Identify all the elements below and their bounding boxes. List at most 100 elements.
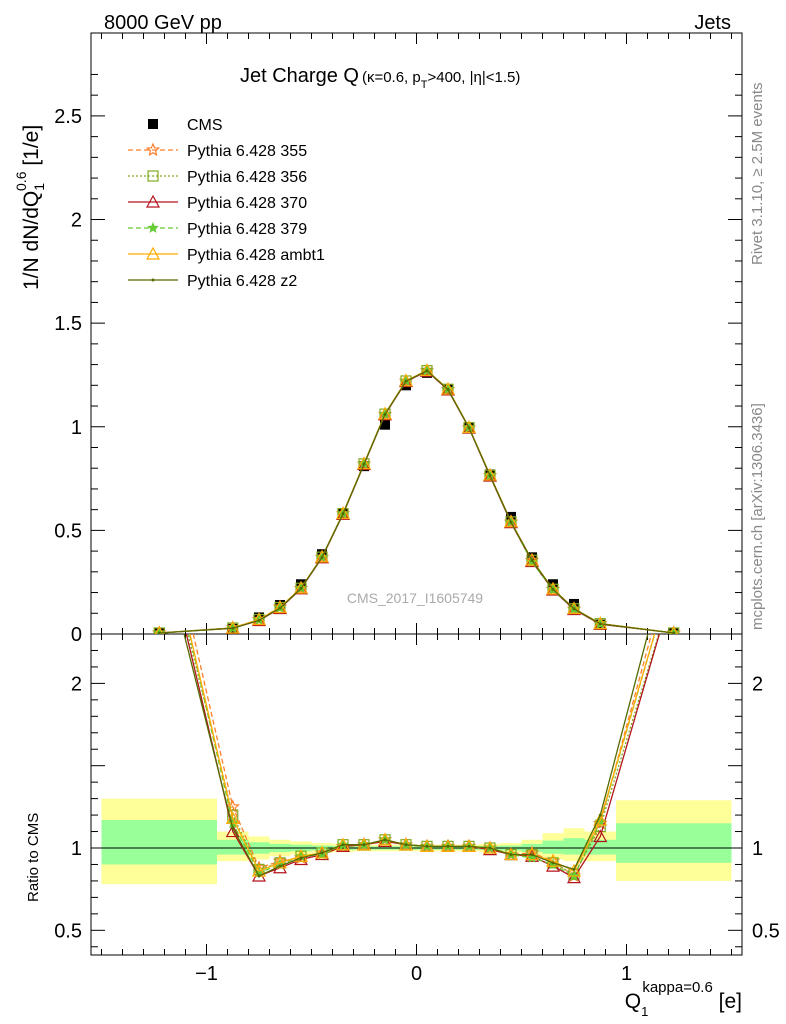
series-point-ambt1: [293, 580, 309, 594]
ratio-point-p370: [668, 579, 680, 590]
series-point-z2: [320, 555, 324, 559]
ratio-point-ambt1: [545, 853, 561, 867]
series-point-ambt1: [356, 456, 372, 470]
ratio-point-p356: [669, 580, 679, 590]
ratio-point-z2: [467, 844, 471, 848]
legend-label-ambt1: Pythia 6.428 ambt1: [187, 247, 325, 264]
ratio-point-ambt1: [593, 812, 608, 826]
series-point-z2: [672, 631, 676, 634]
header-energy-label: 8000 GeV pp: [104, 12, 222, 34]
legend-label-z2: Pythia 6.428 z2: [187, 273, 297, 290]
ratio-point-p370: [225, 824, 240, 838]
ratio-point-z2: [231, 826, 235, 830]
ratio-y-tick-label: 2: [71, 673, 82, 695]
series-point-z2: [446, 387, 450, 391]
series-point-ambt1: [566, 601, 582, 615]
ratio-panel-series: [153, 480, 680, 884]
series-point-ambt1: [335, 506, 351, 519]
series-point-z2: [488, 473, 492, 477]
ratio-point-z2: [362, 843, 366, 847]
ratio-point-p355: [668, 546, 680, 557]
series-point-z2: [362, 462, 366, 466]
ratio-point-z2: [672, 534, 675, 537]
ratio-point-ambt1: [153, 496, 165, 507]
x-tick-label: 1: [621, 963, 632, 985]
series-point-z2: [467, 426, 471, 430]
ratio-point-z2: [572, 867, 576, 871]
series-point-ambt1: [545, 581, 561, 595]
plot-series: [151, 363, 682, 884]
band-inner: [616, 823, 732, 863]
ratio-point-p379: [155, 497, 165, 506]
main-panel-series: [151, 363, 682, 634]
legend-label-p356: Pythia 6.428 356: [187, 169, 307, 186]
cms-data-point: [380, 419, 390, 430]
legend-marker-p355: [145, 142, 161, 157]
series-point-ambt1: [524, 552, 540, 566]
analysis-watermark: CMS_2017_I1605749: [347, 590, 483, 606]
series-point-ambt1: [503, 514, 519, 528]
ratio-point-z2: [509, 853, 513, 857]
ratio-y-axis-label: Ratio to CMS: [25, 813, 42, 902]
ratio-point-z2: [257, 874, 261, 878]
series-point-z2: [231, 626, 235, 630]
mcplots-source-label: mcplots.cern.ch [arXiv:1306.3436]: [749, 403, 766, 630]
series-point-ambt1: [440, 381, 456, 395]
series-point-z2: [383, 412, 387, 416]
series-point-z2: [572, 607, 576, 611]
y-tick-label: 2.5: [54, 106, 82, 128]
band-inner: [584, 839, 616, 855]
series-point-z2: [530, 558, 534, 562]
ratio-point-z2: [320, 851, 324, 855]
x-axis-label: Q1 kappa=0.6 [e]: [625, 979, 742, 1019]
legend-marker-p356: [147, 170, 159, 182]
x-label-sub: 1: [641, 1004, 648, 1019]
ratio-point-z2: [488, 846, 492, 850]
ratio-point-p356: [154, 514, 164, 524]
series-point-z2: [425, 369, 429, 373]
series-point-z2: [598, 622, 602, 626]
ratio-point-p370: [593, 829, 608, 843]
series-point-ambt1: [593, 616, 608, 630]
ratio-point-p379: [669, 563, 679, 572]
band-inner: [563, 838, 585, 855]
legend-marker-z2: [151, 278, 155, 282]
ratio-y-tick-label-right: 2: [752, 673, 763, 695]
ratio-uncertainty-bands: [101, 798, 732, 885]
series-point-z2: [509, 520, 513, 524]
band-inner: [542, 840, 564, 854]
legend-marker-p370: [145, 194, 161, 208]
y-tick-label: 1: [71, 417, 82, 439]
series-point-ambt1: [461, 420, 477, 433]
title-sub-open: (κ=0.6, p: [362, 69, 421, 86]
legend-marker-p379: [147, 221, 159, 233]
ratio-point-z2: [425, 844, 429, 848]
series-point-z2: [299, 586, 303, 590]
ratio-point-z2: [341, 843, 345, 847]
series-point-ambt1: [377, 406, 393, 420]
title-sub-t: T: [421, 79, 428, 91]
title-main: Jet Charge Q: [240, 65, 359, 87]
ratio-point-ambt1: [272, 855, 288, 869]
ratio-point-p355: [154, 480, 166, 491]
main-y-axis-label: 1/N dN/dQ10.6 [1/e]: [13, 125, 47, 290]
x-label-unit: [e]: [713, 990, 742, 1013]
series-point-z2: [551, 587, 555, 591]
y-tick-label: 2: [71, 210, 82, 232]
series-point-z2: [278, 606, 282, 610]
x-label-sup: kappa=0.6: [642, 979, 712, 996]
legend-label-p379: Pythia 6.428 379: [187, 221, 307, 238]
y-label-unit: [1/e]: [20, 125, 43, 172]
series-point-ambt1: [482, 467, 498, 481]
y-tick-label: 1.5: [54, 313, 82, 335]
ratio-point-z2: [530, 853, 534, 857]
band-inner: [101, 820, 217, 865]
rivet-version-label: Rivet 3.1.10, ≥ 2.5M events: [749, 83, 766, 266]
ratio-point-p370: [566, 870, 582, 884]
ratio-point-z2: [383, 838, 387, 842]
ratio-point-p370: [153, 513, 165, 524]
ratio-point-ambt1: [314, 845, 330, 859]
ratio-point-ambt1: [566, 863, 582, 877]
ratio-line-p355: [192, 634, 653, 877]
